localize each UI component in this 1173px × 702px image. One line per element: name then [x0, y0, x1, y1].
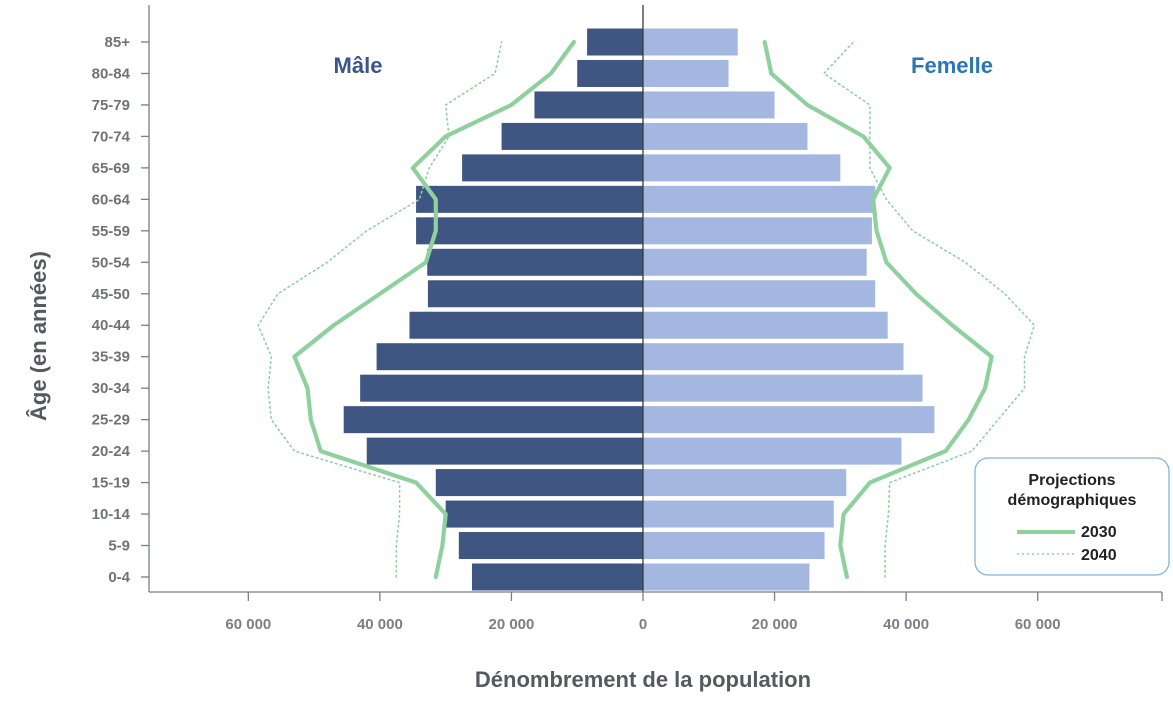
- y-tick-label-20-24: 20-24: [92, 443, 131, 460]
- y-tick-label-35-39: 35-39: [92, 349, 130, 366]
- bar-male-75-79: [534, 91, 643, 119]
- y-tick-label-55-59: 55-59: [92, 223, 130, 240]
- y-tick-label-60-64: 60-64: [92, 191, 131, 208]
- bar-female-10-14: [643, 500, 834, 528]
- y-tick-label-5-9: 5-9: [108, 538, 130, 555]
- x-tick-label: 40 000: [357, 616, 403, 633]
- male-side-label: Mâle: [334, 53, 383, 78]
- y-tick-label-0-4: 0-4: [108, 569, 130, 586]
- legend-title-line1: Projections: [1028, 472, 1115, 489]
- y-tick-label-80-84: 80-84: [92, 65, 131, 82]
- x-tick-label: 20 000: [488, 616, 534, 633]
- bar-female-55-59: [643, 217, 872, 245]
- axes-layer: 60 000 40 000 20 000 0 20 000 40 000 60 000 0-4…: [92, 5, 1163, 633]
- bar-male-0-4: [471, 563, 643, 591]
- bar-female-75-79: [643, 91, 775, 119]
- y-tick-label-10-14: 10-14: [92, 506, 131, 523]
- bar-male-50-54: [427, 248, 643, 276]
- x-tick-label: 40 000: [883, 616, 929, 633]
- bar-female-5-9: [643, 532, 825, 560]
- y-tick-label-15-19: 15-19: [92, 475, 130, 492]
- bar-male-15-19: [435, 469, 643, 497]
- bar-female-25-29: [643, 406, 935, 434]
- bar-male-10-14: [445, 500, 643, 528]
- legend: Projections démographiques 2030 2040: [974, 457, 1170, 576]
- bar-male-65-69: [462, 154, 643, 182]
- projection-2040-female-line: [823, 41, 1036, 578]
- x-tick-label: 60 000: [1015, 616, 1061, 633]
- bar-male-35-39: [376, 343, 643, 371]
- bar-male-5-9: [458, 532, 643, 560]
- y-tick-label-85+: 85+: [105, 34, 131, 51]
- bar-male-30-34: [360, 374, 643, 402]
- y-tick-label-40-44: 40-44: [92, 317, 131, 334]
- bar-female-85+: [643, 28, 738, 56]
- bar-female-30-34: [643, 374, 923, 402]
- y-tick-label-70-74: 70-74: [92, 128, 131, 145]
- y-tick-label-50-54: 50-54: [92, 254, 131, 271]
- y-tick-label-30-34: 30-34: [92, 380, 131, 397]
- projection-2040-male-line: [257, 41, 503, 578]
- x-tick-label: 60 000: [225, 616, 271, 633]
- bar-male-45-50: [427, 280, 643, 308]
- bar-female-70-74: [643, 122, 808, 150]
- bar-male-40-44: [409, 311, 643, 339]
- bar-female-15-19: [643, 469, 847, 497]
- legend-title-line2: démographiques: [1008, 492, 1137, 509]
- projection-2030-female-line: [762, 39, 994, 580]
- x-axis-title: Dénombrement de la population: [475, 667, 811, 692]
- bar-male-20-24: [366, 437, 643, 465]
- bar-male-25-29: [343, 406, 643, 434]
- bar-female-65-69: [643, 154, 841, 182]
- projection-lines-layer: [257, 39, 1036, 580]
- bar-female-20-24: [643, 437, 902, 465]
- bar-male-55-59: [416, 217, 643, 245]
- bar-female-50-54: [643, 248, 867, 276]
- x-tick-label: 20 000: [752, 616, 798, 633]
- bars-layer: [343, 28, 935, 591]
- legend-label-2040: 2040: [1081, 547, 1117, 564]
- y-tick-label-65-69: 65-69: [92, 160, 130, 177]
- bar-female-0-4: [643, 563, 810, 591]
- y-axis-title: Âge (en années): [26, 251, 51, 421]
- projection-2030-male-line: [292, 39, 577, 580]
- bar-male-70-74: [501, 122, 643, 150]
- x-tick-label: 0: [639, 616, 647, 633]
- bar-male-60-64: [416, 185, 643, 213]
- bar-female-40-44: [643, 311, 888, 339]
- bar-female-35-39: [643, 343, 904, 371]
- bar-female-80-84: [643, 59, 729, 87]
- bar-male-85+: [587, 28, 643, 56]
- legend-label-2030: 2030: [1081, 524, 1117, 541]
- bar-male-80-84: [577, 59, 643, 87]
- legend-box: [974, 457, 1170, 576]
- female-side-label: Femelle: [911, 53, 993, 78]
- bar-female-45-50: [643, 280, 876, 308]
- y-tick-label-45-50: 45-50: [92, 286, 130, 303]
- y-tick-label-75-79: 75-79: [92, 97, 130, 114]
- bar-female-60-64: [643, 185, 876, 213]
- y-tick-label-25-29: 25-29: [92, 412, 130, 429]
